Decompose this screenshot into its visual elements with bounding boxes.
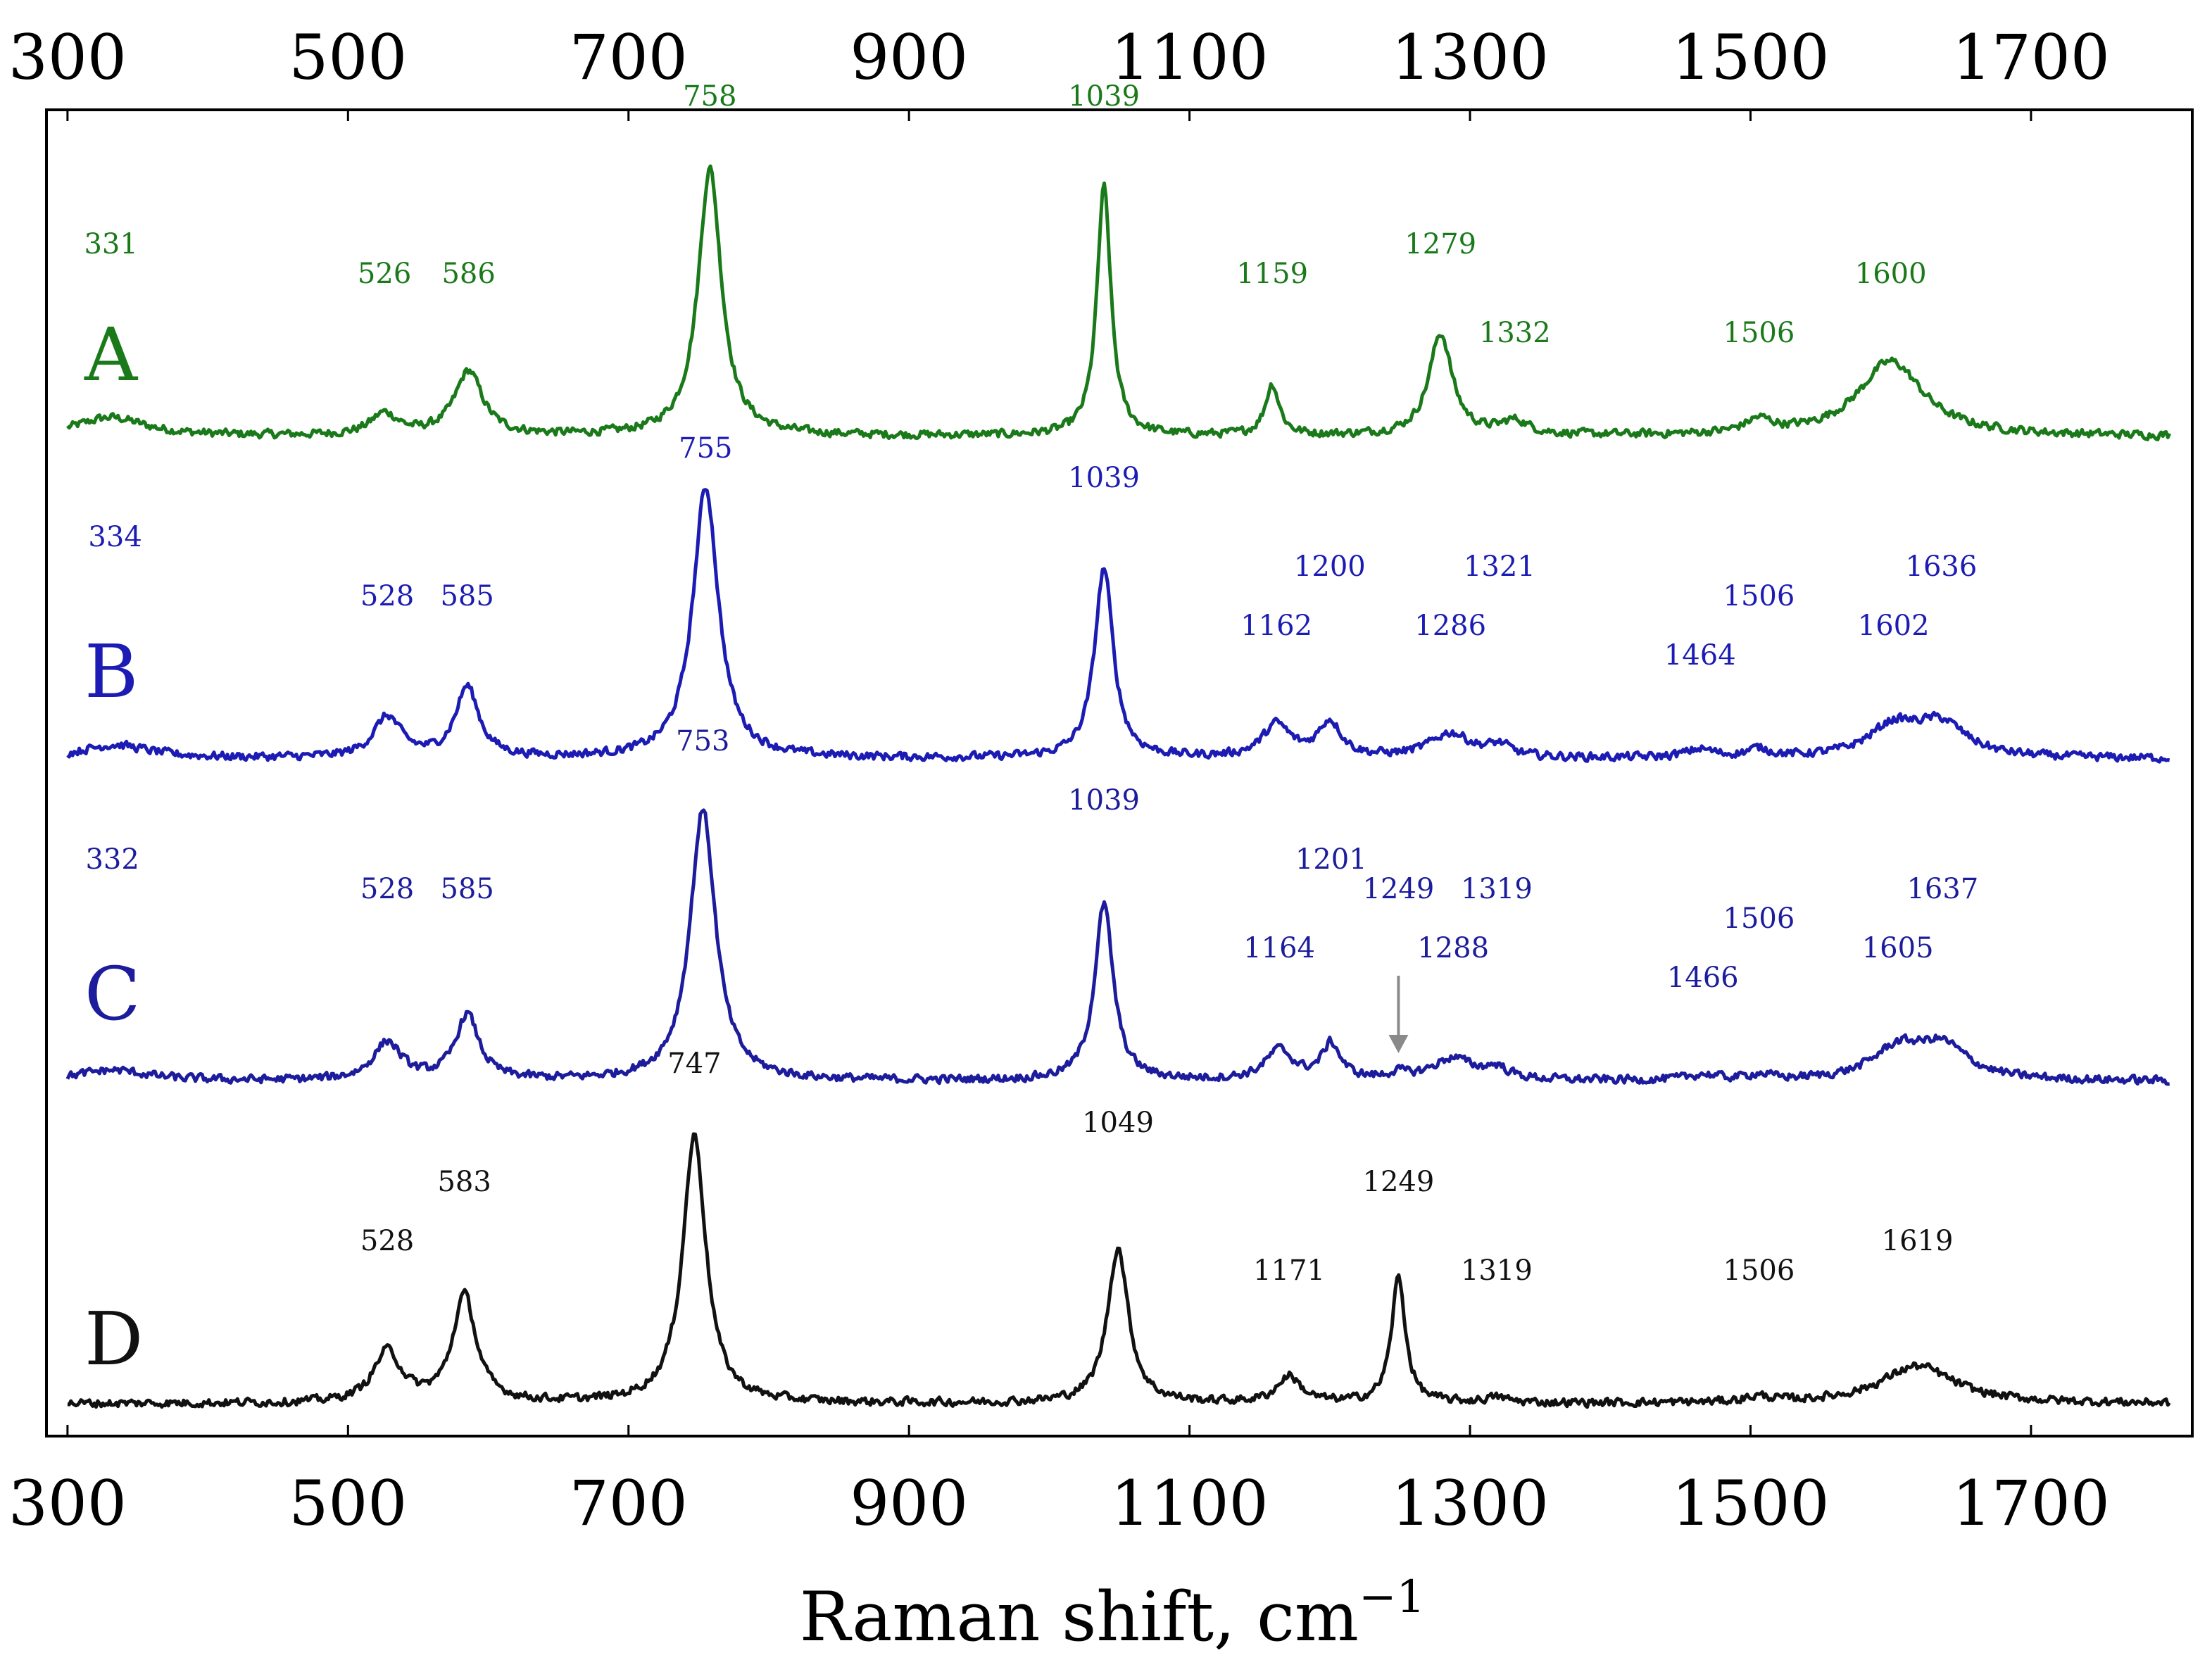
peak-label: 585 [440, 873, 494, 905]
peak-label: 526 [358, 258, 411, 290]
peak-label: 747 [667, 1048, 721, 1080]
peak-label: 1249 [1363, 873, 1435, 905]
series-layer: A 331 526 586 758 1039 1159 1279 1332 1506 1600 B 33… [65, 80, 2171, 1409]
peak-label: 1605 [1862, 932, 1934, 964]
top-tick-label: 1100 [1111, 21, 1269, 94]
top-tick-label: 900 [850, 21, 968, 94]
peak-label: 1201 [1295, 843, 1367, 876]
peak-label: 334 [88, 521, 142, 553]
peak-label: 1171 [1253, 1254, 1325, 1287]
top-tick-label: 300 [8, 21, 127, 94]
spectrum-line-a [66, 164, 2171, 441]
peak-label: 1636 [1906, 551, 1978, 583]
peak-label: 528 [360, 580, 414, 612]
peak-label: 1466 [1667, 962, 1739, 994]
top-tick-label: 1700 [1952, 21, 2110, 94]
peak-label: 1506 [1723, 317, 1795, 349]
peak-label: 1039 [1068, 462, 1140, 494]
top-tick-label: 1300 [1391, 21, 1549, 94]
peak-label: 1319 [1461, 1254, 1533, 1287]
peak-label: 1279 [1405, 228, 1476, 260]
top-tick-label: 1500 [1671, 21, 1829, 94]
peak-label: 1602 [1858, 610, 1930, 642]
series-letter: D [84, 1296, 143, 1382]
bottom-axis: 300 500 700 900 1100 1300 1500 1700 [8, 1425, 2110, 1540]
peak-label: 528 [360, 873, 414, 905]
spectrum-line-d [67, 1132, 2171, 1409]
peak-label: 1600 [1855, 258, 1927, 290]
spectrum-line-c [65, 808, 2170, 1086]
peak-label: 332 [85, 843, 139, 876]
peak-label: 758 [683, 80, 736, 113]
peak-label: 1049 [1082, 1107, 1154, 1139]
bottom-tick-label: 700 [570, 1467, 688, 1540]
peak-label: 1039 [1068, 80, 1140, 113]
peak-label: 528 [360, 1225, 414, 1257]
peak-label: 1637 [1906, 873, 1978, 905]
bottom-tick-label: 900 [850, 1467, 968, 1540]
peak-label: 1319 [1461, 873, 1533, 905]
peak-label: 1506 [1723, 902, 1795, 935]
top-tick-label: 500 [289, 21, 407, 94]
peak-label: 755 [679, 432, 732, 465]
series-b: B 334 528 585 755 1039 1162 1200 1286 1321 1464 150… [66, 432, 2170, 764]
peak-label: 586 [441, 258, 495, 290]
bottom-tick-label: 1500 [1671, 1467, 1829, 1540]
bottom-tick-label: 1300 [1391, 1467, 1549, 1540]
peak-label: 1286 [1414, 610, 1486, 642]
top-axis: 300 500 700 900 1100 1300 1500 1700 [8, 21, 2110, 121]
bottom-tick-label: 1100 [1111, 1467, 1269, 1540]
series-a: A 331 526 586 758 1039 1159 1279 1332 1506 1600 [66, 80, 2171, 441]
peak-label: 583 [437, 1166, 491, 1198]
bottom-tick-label: 500 [289, 1467, 407, 1540]
peak-label: 1249 [1363, 1166, 1435, 1198]
series-letter: A [84, 312, 139, 398]
peak-label: 1321 [1464, 551, 1535, 583]
peak-label: 1332 [1479, 317, 1551, 349]
peak-label: 1464 [1664, 639, 1736, 672]
x-axis-title-text: Raman shift, cm [800, 1578, 1359, 1656]
peak-label: 1162 [1240, 610, 1312, 642]
spectrum-line-b [66, 488, 2170, 764]
peak-label: 1506 [1723, 1254, 1795, 1287]
peak-label: 1159 [1236, 258, 1308, 290]
bottom-tick-label: 1700 [1952, 1467, 2110, 1540]
peak-label: 1039 [1068, 784, 1140, 817]
peak-label: 331 [84, 228, 137, 260]
peak-label: 1506 [1723, 580, 1795, 612]
top-tick-label: 700 [570, 21, 688, 94]
x-axis-title: Raman shift, cm−1 [800, 1571, 1425, 1656]
peak-label: 753 [676, 725, 729, 757]
arrow-head-icon [1388, 1035, 1409, 1053]
peak-label: 1164 [1243, 932, 1315, 964]
series-letter: B [84, 629, 138, 715]
series-d: D 528 583 747 1049 1171 1249 1319 1506 1619 [67, 1048, 2171, 1409]
plot-frame [45, 108, 2194, 1438]
peak-label: 1619 [1882, 1225, 1954, 1257]
x-axis-title-superscript: −1 [1359, 1571, 1425, 1623]
peak-label: 585 [440, 580, 494, 612]
peak-label: 1200 [1294, 551, 1366, 583]
peak-label: 1288 [1417, 932, 1489, 964]
bottom-tick-label: 300 [8, 1467, 127, 1540]
series-letter: C [84, 951, 141, 1037]
